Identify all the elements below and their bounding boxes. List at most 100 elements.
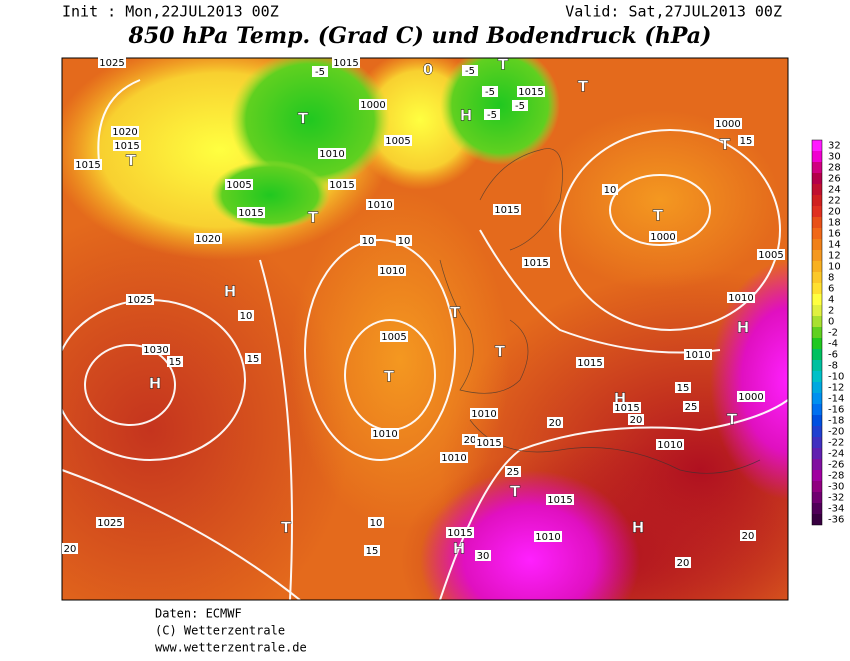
colorbar-swatch [812,206,822,217]
pressure-center: T [653,207,664,225]
contour-label: 1015 [577,358,602,369]
label-box [98,57,126,68]
colorbar-swatch [812,283,822,294]
contour-label: 1010 [535,532,560,543]
contour-label: 1000 [650,232,675,243]
label-box [462,65,478,76]
colorbar-label: -14 [828,394,844,405]
label-box [167,356,183,367]
contour-label: -5 [315,67,325,78]
colorbar-label: 0 [828,317,834,328]
colorbar-label: -10 [828,372,844,383]
contour-label: 1015 [476,438,501,449]
valid-time: Valid: Sat,27JUL2013 00Z [565,3,782,21]
colorbar-label: -4 [828,339,838,350]
colorbar-label: -28 [828,471,844,482]
label-box [482,86,498,97]
colorbar-label: 32 [828,141,841,152]
colorbar-swatch [812,371,822,382]
contour-label: 1010 [657,440,682,451]
contour-label: 1010 [728,293,753,304]
contour-label: 10 [604,185,617,196]
label-box [237,207,265,218]
label-box [475,437,503,448]
label-box [512,100,528,111]
contour-label: 1005 [381,332,406,343]
colorbar-label: 26 [828,174,841,185]
colorbar-swatch [812,261,822,272]
contour-label: 25 [685,402,698,413]
contour-label: 15 [677,383,690,394]
colorbar-label: -20 [828,427,844,438]
label-box [727,292,755,303]
colorbar-swatch [812,349,822,360]
contour-label: 15 [169,357,182,368]
contour-label: 1015 [518,87,543,98]
contour-label: 1010 [471,409,496,420]
footer-line: Daten: ECMWF [155,607,242,621]
init-time: Init : Mon,22JUL2013 00Z [62,3,279,21]
label-box [522,257,550,268]
colorbar-swatch [812,327,822,338]
contour-label: 1015 [329,180,354,191]
contour-label: 25 [507,467,520,478]
label-box [484,109,500,120]
colorbar-label: 14 [828,240,841,251]
pressure-center: T [126,152,137,170]
contour-label: 1015 [333,58,358,69]
label-box [113,140,141,151]
contour-label: 20 [549,418,562,429]
colorbar-swatch [812,184,822,195]
contour-label: 20 [64,544,77,555]
contour-label: -5 [485,87,495,98]
pressure-center: T [450,304,461,322]
colorbar-label: 30 [828,152,841,163]
contour-label: 1020 [195,234,220,245]
colorbar-swatch [812,514,822,525]
contour-label: 10 [240,311,253,322]
contour-label: 20 [630,415,643,426]
contour-label: 1030 [143,345,168,356]
map-title: 850 hPa Temp. (Grad C) und Bodendruck (h… [128,23,712,49]
label-box [628,414,644,425]
contour-label: 1010 [367,200,392,211]
label-box [757,249,785,260]
colorbar-swatch [812,415,822,426]
label-box [505,466,521,477]
pressure-center: T [578,78,589,96]
label-box [683,401,699,412]
colorbar-label: -26 [828,460,844,471]
label-box [396,235,412,246]
colorbar-swatch [812,250,822,261]
contour-label: 1020 [112,127,137,138]
colorbar-swatch [812,448,822,459]
colorbar-swatch [812,173,822,184]
contour-label: 1010 [379,266,404,277]
map-frame [61,57,789,601]
contour-label: 1005 [758,250,783,261]
pressure-center: H [149,375,162,393]
pressure-center: T [495,343,506,361]
pressure-center: T [510,483,521,501]
contour-label: 1015 [614,403,639,414]
label-box [225,179,253,190]
colorbar-swatch [812,503,822,514]
label-box [738,135,754,146]
contour-label: 1000 [360,100,385,111]
contour-label: 1025 [99,58,124,69]
label-box [366,199,394,210]
contour-label: 20 [464,435,477,446]
label-box [96,517,124,528]
colorbar-label: -12 [828,383,844,394]
colorbar-label: -16 [828,405,844,416]
label-box [364,545,380,556]
colorbar-swatch [812,481,822,492]
pressure-center: H [737,319,750,337]
colorbar-swatch [812,492,822,503]
label-box [126,294,154,305]
colorbar-label: 16 [828,229,841,240]
colorbar-label: -30 [828,482,844,493]
label-box [649,231,677,242]
colorbar-swatch [812,305,822,316]
